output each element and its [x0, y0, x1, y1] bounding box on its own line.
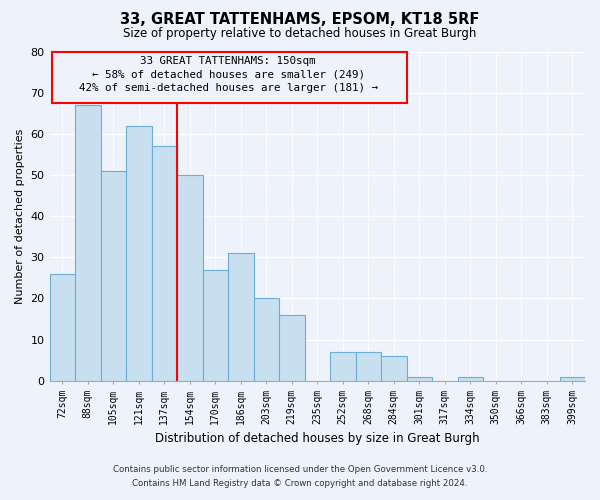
Bar: [75, 105, 101, 381]
FancyBboxPatch shape: [52, 52, 407, 103]
Bar: [407, 376, 432, 381]
Bar: [152, 146, 177, 381]
Bar: [101, 171, 126, 381]
Text: 33 GREAT TATTENHAMS: 150sqm
← 58% of detached houses are smaller (249)
42% of se: 33 GREAT TATTENHAMS: 150sqm ← 58% of det…: [79, 56, 377, 93]
Text: Contains public sector information licensed under the Open Government Licence v3: Contains public sector information licen…: [113, 465, 487, 474]
X-axis label: Distribution of detached houses by size in Great Burgh: Distribution of detached houses by size …: [155, 432, 479, 445]
Text: 33, GREAT TATTENHAMS, EPSOM, KT18 5RF: 33, GREAT TATTENHAMS, EPSOM, KT18 5RF: [121, 12, 479, 28]
Bar: [203, 270, 228, 381]
Bar: [254, 298, 279, 381]
Bar: [228, 253, 254, 381]
Bar: [330, 352, 356, 381]
Bar: [356, 352, 381, 381]
Bar: [50, 274, 75, 381]
Bar: [279, 315, 305, 381]
Bar: [381, 356, 407, 381]
Text: Size of property relative to detached houses in Great Burgh: Size of property relative to detached ho…: [124, 28, 476, 40]
Bar: [177, 175, 203, 381]
Y-axis label: Number of detached properties: Number of detached properties: [15, 128, 25, 304]
Text: Contains HM Land Registry data © Crown copyright and database right 2024.: Contains HM Land Registry data © Crown c…: [132, 478, 468, 488]
Bar: [126, 126, 152, 381]
Bar: [560, 376, 585, 381]
Bar: [458, 376, 483, 381]
